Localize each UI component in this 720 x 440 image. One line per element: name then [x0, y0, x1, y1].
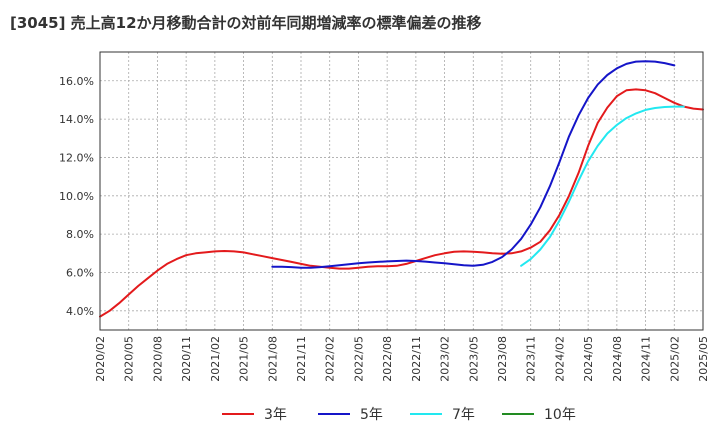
x-tick-label: 2022/11 [410, 336, 423, 382]
x-tick-label: 2020/05 [123, 336, 136, 382]
y-tick-label: 10.0% [59, 190, 94, 203]
chart-title: [3045] 売上高12か月移動合計の対前年同期増減率の標準偏差の推移 [10, 14, 482, 32]
x-tick-label: 2021/02 [209, 336, 222, 382]
x-tick-label: 2020/11 [180, 336, 193, 382]
y-tick-label: 14.0% [59, 113, 94, 126]
x-tick-label: 2020/02 [94, 336, 107, 382]
x-tick-label: 2022/08 [381, 336, 394, 382]
y-tick-label: 4.0% [66, 305, 94, 318]
x-tick-label: 2024/02 [553, 336, 566, 382]
x-tick-label: 2025/05 [697, 336, 710, 382]
plot-frame [99, 51, 704, 331]
x-tick-label: 2024/11 [640, 336, 653, 382]
x-tick-label: 2022/05 [352, 336, 365, 382]
y-tick-label: 8.0% [66, 228, 94, 241]
y-axis-ticks: 4.0% 6.0% 8.0% 10.0% 12.0% 14.0% 16.0% [59, 75, 94, 318]
x-axis-ticks: 2020/02 2020/05 2020/08 2020/11 2021/02 2021/… [94, 336, 710, 382]
series-line [99, 88, 704, 318]
legend-label: 7年 [452, 407, 475, 423]
x-tick-label: 2023/02 [439, 336, 452, 382]
x-tick-label: 2023/11 [525, 336, 538, 382]
x-tick-label: 2023/05 [467, 336, 480, 382]
y-tick-label: 12.0% [59, 151, 94, 164]
x-tick-label: 2021/11 [295, 336, 308, 382]
x-tick-label: 2021/05 [238, 336, 251, 382]
y-tick-label: 6.0% [66, 266, 94, 279]
legend-label: 5年 [360, 407, 383, 423]
x-tick-label: 2021/08 [266, 336, 279, 382]
plot-area [100, 52, 703, 330]
series-lines [99, 60, 704, 318]
x-tick-label: 2024/05 [582, 336, 595, 382]
x-tick-label: 2022/02 [324, 336, 337, 382]
grid-lines [99, 52, 704, 330]
x-tick-label: 2023/08 [496, 336, 509, 382]
series-line [271, 60, 676, 269]
series-line [520, 105, 685, 267]
legend: 3年 5年 7年 10年 [222, 407, 576, 423]
x-tick-label: 2024/08 [611, 336, 624, 382]
x-tick-label: 2020/08 [151, 336, 164, 382]
legend-label: 3年 [264, 407, 287, 423]
y-tick-label: 16.0% [59, 75, 94, 88]
legend-label: 10年 [544, 407, 576, 423]
x-tick-label: 2025/02 [668, 336, 681, 382]
